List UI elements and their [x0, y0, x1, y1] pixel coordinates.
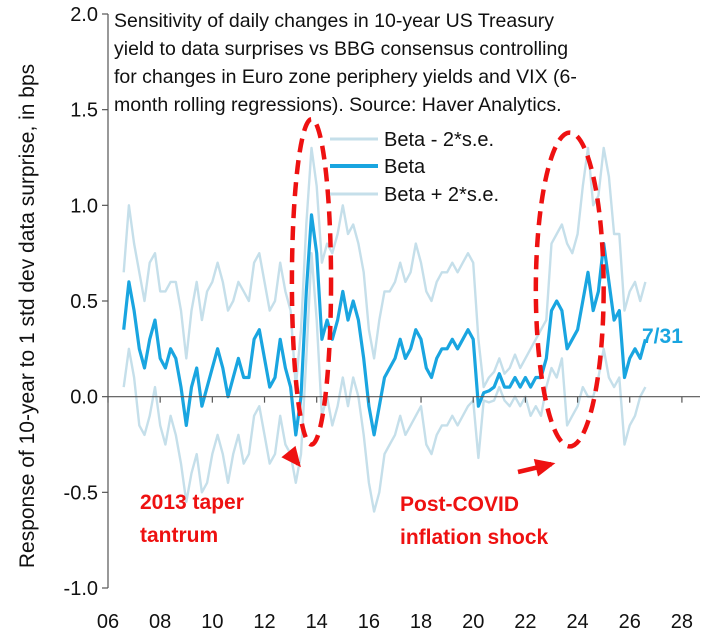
series-line-upper-band [122, 146, 647, 389]
y-tick-label: 0.0 [70, 387, 98, 409]
y-tick-label: 1.5 [70, 100, 98, 122]
series-lines-layer [122, 146, 647, 513]
series-line-lower-band [122, 251, 647, 513]
annotation-taper-tantrum-label: 2013 taper tantrum [140, 491, 244, 547]
legend-label-upper: Beta + 2*s.e. [384, 184, 499, 206]
annotation-post-covid-line-1: Post-COVID [400, 493, 519, 516]
y-tick-label: 0.5 [70, 291, 98, 313]
annotation-ellipse-1 [289, 116, 334, 447]
annotations-layer [281, 116, 606, 477]
annotation-post-covid-label: Post-COVID inflation shock [400, 493, 549, 549]
annotation-post-covid-line-2: inflation shock [400, 526, 549, 549]
annotation-ellipse-2 [533, 130, 606, 449]
chart-title: Sensitivity of daily changes in 10-year … [114, 10, 577, 116]
y-tick-label: 1.0 [70, 195, 98, 217]
title-line-3: for changes in Euro zone periphery yield… [114, 66, 577, 88]
legend-label-beta: Beta [384, 156, 426, 178]
x-tick-label: 08 [149, 611, 171, 633]
y-tick-label: -1.0 [64, 578, 98, 600]
x-tick-label: 26 [619, 611, 641, 633]
annotation-arrowhead-1 [281, 445, 301, 468]
x-tick-label: 20 [462, 611, 484, 633]
x-tick-label: 16 [358, 611, 380, 633]
y-tick-label: -0.5 [64, 482, 98, 504]
x-tick-label: 10 [201, 611, 223, 633]
x-tick-label: 22 [514, 611, 536, 633]
x-tick-label: 24 [566, 611, 588, 633]
last-value-label: 7/31 [642, 325, 683, 348]
annotation-taper-tantrum-line-2: tantrum [140, 524, 218, 547]
title-line-4: month rolling regressions). Source: Have… [114, 94, 562, 116]
axes-layer: 2.0 1.5 1.0 0.5 0.0 -0.5 -1.0 06 08 10 12 14 16 18 20 2… [64, 4, 700, 633]
x-tick-label: 28 [671, 611, 693, 633]
legend-label-lower: Beta - 2*s.e. [384, 129, 494, 151]
annotation-arrowhead-2 [533, 459, 556, 477]
title-line-2: yield to data surprises vs BBG consensus… [114, 38, 568, 60]
x-tick-label: 06 [97, 611, 119, 633]
annotation-taper-tantrum-line-1: 2013 taper [140, 491, 244, 514]
y-axis-title: Response of 10-year to 1 std dev data su… [16, 64, 39, 568]
x-tick-label: 18 [410, 611, 432, 633]
x-tick-label: 12 [253, 611, 275, 633]
y-tick-label: 2.0 [70, 4, 98, 26]
x-tick-label: 14 [306, 611, 328, 633]
title-line-1: Sensitivity of daily changes in 10-year … [114, 10, 554, 32]
series-line-beta [122, 213, 647, 437]
legend[interactable]: Beta - 2*s.e. Beta Beta + 2*s.e. [330, 129, 499, 206]
